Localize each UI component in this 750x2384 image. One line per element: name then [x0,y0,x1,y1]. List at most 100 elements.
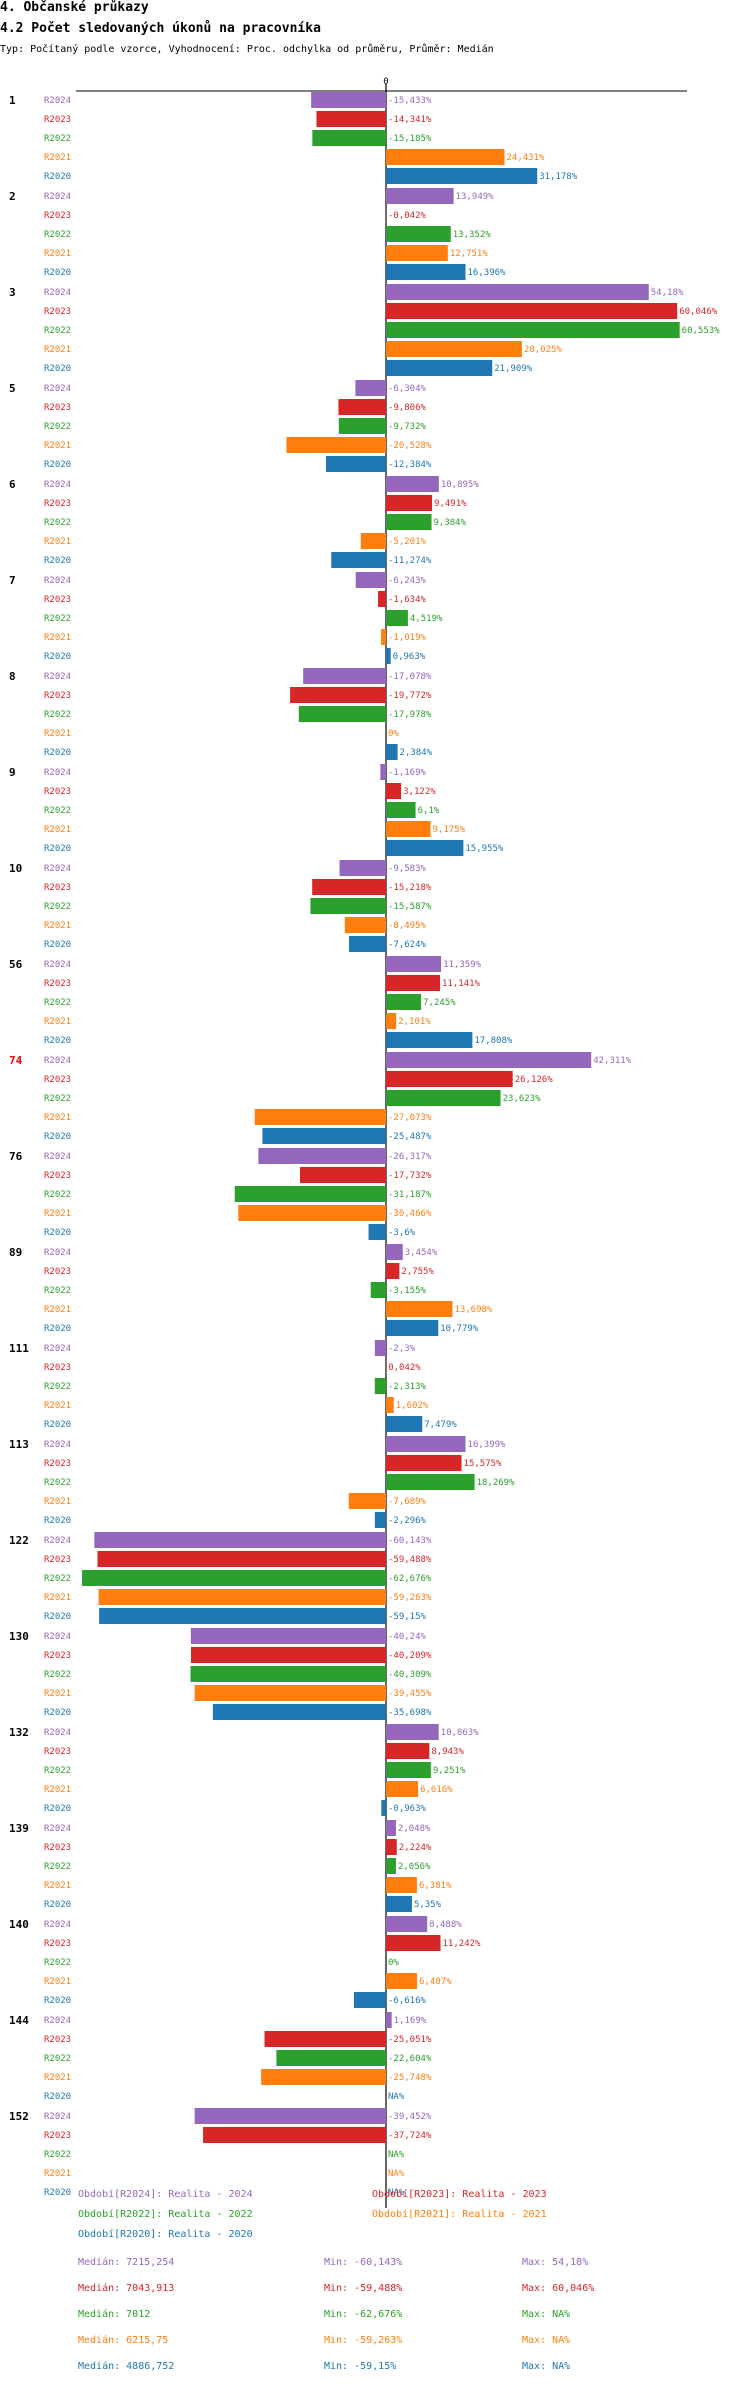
series-label: R2023 [44,2035,71,2045]
series-label: R2021 [44,1305,71,1315]
bar [386,821,431,837]
bar [381,1800,386,1816]
value-label: 9,384% [434,518,467,528]
legend-item: Období[R2020]: Realita - 2020 [78,2228,253,2240]
bar [386,956,442,972]
value-label: -26,317% [388,1152,432,1162]
bar [98,1589,386,1605]
value-label: 6,381% [419,1881,452,1891]
series-label: R2023 [44,403,71,413]
series-label: R2021 [44,825,71,835]
series-label: R2022 [44,1766,71,1776]
value-label: 2,101% [398,1017,431,1027]
series-label: R2022 [44,998,71,1008]
series-label: R2021 [44,249,71,259]
series-label: R2024 [44,672,71,682]
series-label: R2020 [44,1228,71,1238]
value-label: 0,963% [393,652,426,662]
series-label: R2023 [44,1075,71,1085]
value-label: -3,6% [388,1228,416,1238]
value-label: 10,779% [440,1324,479,1334]
bar [386,840,464,856]
series-label: R2023 [44,787,71,797]
bar [355,380,386,396]
value-label: -59,263% [388,1593,432,1603]
bar [348,1493,386,1509]
value-label: -17,978% [388,710,432,720]
series-label: R2020 [44,556,71,566]
value-label: 3,122% [403,787,436,797]
series-label: R2023 [44,1363,71,1373]
chart-description: Typ: Počítaný podle vzorce, Vyhodnocení:… [0,44,494,55]
series-label: R2022 [44,902,71,912]
value-label: -60,143% [388,1536,432,1546]
series-label: R2022 [44,1670,71,1680]
value-label: 26,126% [515,1075,554,1085]
group-label: 56 [9,958,23,971]
bar [386,1781,419,1797]
series-label: R2024 [44,1920,71,1930]
series-label: R2021 [44,153,71,163]
series-label: R2021 [44,1401,71,1411]
bar [349,936,386,952]
series-label: R2022 [44,1958,71,1968]
series-label: R2020 [44,1516,71,1526]
series-label: R2023 [44,691,71,701]
series-label: R2020 [44,748,71,758]
series-label: R2021 [44,1881,71,1891]
series-label: R2024 [44,576,71,586]
series-label: R2022 [44,518,71,528]
bar [386,975,441,991]
value-label: -0,042% [388,211,427,221]
value-label: 6,1% [418,806,440,816]
stat-median: Medián: 7012 [78,2308,150,2320]
value-label: 21,909% [494,364,533,374]
value-label: -40,309% [388,1670,432,1680]
value-label: 24,431% [506,153,545,163]
series-label: R2021 [44,1497,71,1507]
series-label: R2020 [44,1420,71,1430]
bar [386,495,433,511]
value-label: -9,583% [388,864,427,874]
series-label: R2021 [44,1113,71,1123]
bar [325,456,386,472]
group-label: 152 [9,2110,29,2123]
bar [386,1071,513,1087]
bar [331,552,386,568]
bar [190,1647,386,1663]
value-label: -19,772% [388,691,432,701]
series-label: R2020 [44,1996,71,2006]
series-label: R2021 [44,1785,71,1795]
series-label: R2024 [44,288,71,298]
value-label: 13,698% [454,1305,493,1315]
value-label: 60,046% [679,307,718,317]
bar [386,1858,396,1874]
series-label: R2024 [44,960,71,970]
series-label: R2020 [44,1612,71,1622]
group-label: 130 [9,1630,29,1643]
series-label: R2024 [44,1824,71,1834]
bar [386,360,493,376]
bar [386,188,454,204]
value-label: -39,455% [388,1689,432,1699]
value-label: -6,616% [388,1996,427,2006]
value-label: -30,466% [388,1209,432,1219]
stat-min: Min: -59,488% [324,2283,402,2294]
bar [312,879,386,895]
series-label: R2020 [44,268,71,278]
series-label: R2024 [44,768,71,778]
bar [312,130,386,146]
value-label: NA% [388,2188,405,2198]
series-label: R2023 [44,1171,71,1181]
value-label: 7,245% [423,998,456,1008]
value-label: 9,251% [433,1766,466,1776]
group-label: 113 [9,1438,29,1451]
value-label: -59,488% [388,1555,432,1565]
group-label: 10 [9,862,22,875]
series-label: R2021 [44,1593,71,1603]
page-title: 4. Občanské průkazy [0,0,149,15]
value-label: 5,35% [414,1900,442,1910]
series-label: R2021 [44,1209,71,1219]
bar [386,149,505,165]
series-label: R2021 [44,921,71,931]
